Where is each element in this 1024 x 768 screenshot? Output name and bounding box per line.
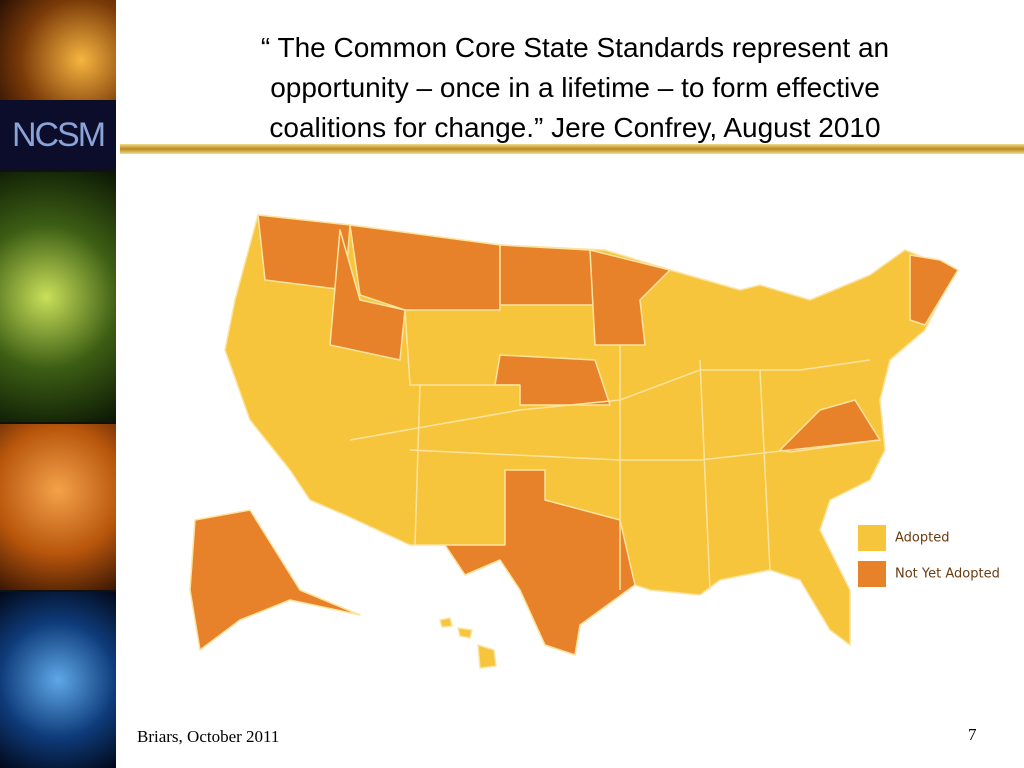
decor-image — [0, 424, 116, 590]
state-not-adopted — [349, 224, 501, 311]
decor-image — [0, 172, 116, 422]
state-border — [349, 359, 871, 441]
logo: NCSM — [0, 100, 116, 170]
title-line: coalitions for change.” Jere Confrey, Au… — [269, 112, 881, 143]
legend-label: Adopted — [895, 531, 949, 546]
state-not-adopted — [329, 229, 406, 361]
state-border — [699, 359, 711, 591]
state-adopted — [224, 214, 956, 656]
footer: Briars, October 2011 — [137, 727, 280, 746]
state-adopted — [457, 627, 473, 639]
decor-image — [0, 592, 116, 768]
decor-image — [0, 0, 116, 100]
state-adopted — [439, 617, 453, 628]
decorative-strip: NCSM — [0, 0, 116, 768]
title-line: opportunity – once in a lifetime – to fo… — [270, 72, 880, 103]
legend-swatch — [858, 525, 886, 551]
state-not-adopted — [589, 249, 671, 346]
state-border — [759, 369, 771, 571]
title-line: “ The Common Core State Standards repres… — [260, 32, 890, 63]
state-border — [404, 309, 520, 386]
title: “ The Common Core State Standards repres… — [165, 28, 985, 148]
legend-swatch — [858, 561, 886, 587]
state-not-adopted — [189, 509, 361, 651]
state-not-adopted — [499, 244, 596, 306]
state-adopted — [477, 644, 497, 669]
state-border — [409, 439, 881, 461]
state-not-adopted — [909, 254, 959, 326]
page-number: 7 — [968, 725, 977, 744]
state-not-adopted — [779, 399, 881, 453]
state-not-adopted — [444, 469, 636, 656]
state-border — [414, 384, 421, 546]
divider — [120, 144, 1024, 154]
legend-label: Not Yet Adopted — [895, 567, 1000, 582]
